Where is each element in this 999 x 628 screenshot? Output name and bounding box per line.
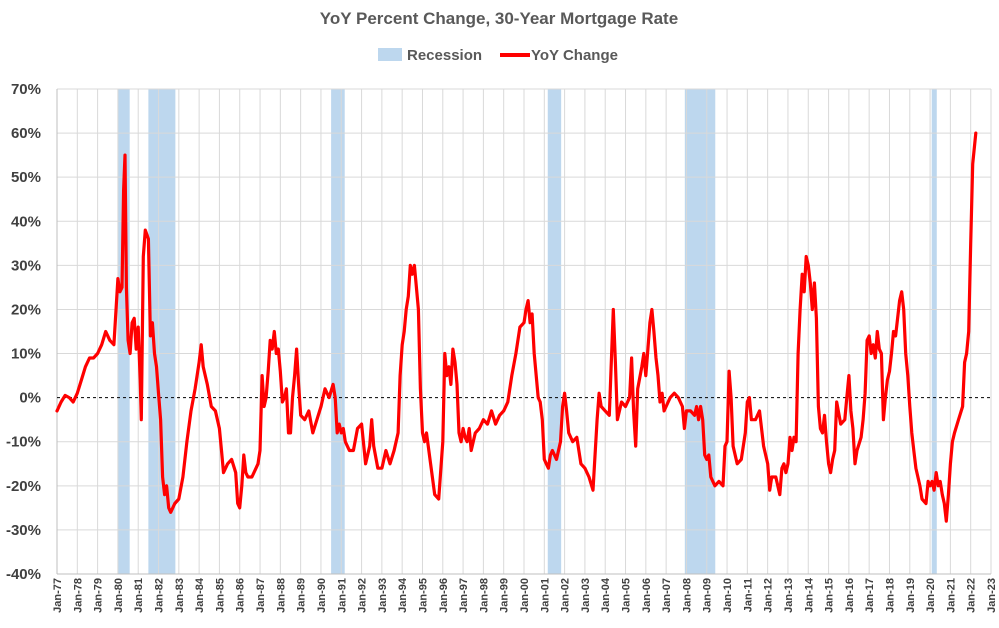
y-tick-label: 50% — [11, 169, 41, 186]
x-tick-label: Jan-23 — [986, 578, 998, 613]
x-tick-label: Jan-88 — [275, 578, 287, 613]
x-tick-label: Jan-07 — [661, 578, 673, 613]
x-tick-label: Jan-96 — [438, 578, 450, 613]
x-tick-label: Jan-83 — [174, 578, 186, 613]
chart-title: YoY Percent Change, 30-Year Mortgage Rat… — [320, 9, 678, 28]
x-tick-label: Jan-85 — [214, 578, 226, 613]
y-tick-label: 20% — [11, 301, 41, 318]
x-tick-label: Jan-84 — [194, 577, 206, 613]
x-tick-label: Jan-08 — [681, 578, 693, 613]
recession-band-0 — [117, 89, 130, 574]
y-tick-label: -40% — [6, 566, 41, 583]
legend-yoy-label: YoY Change — [531, 47, 618, 64]
x-tick-label: Jan-05 — [621, 578, 633, 613]
x-tick-label: Jan-21 — [945, 578, 957, 613]
recession-band-2 — [331, 89, 345, 574]
x-tick-label: Jan-15 — [824, 578, 836, 613]
x-tick-label: Jan-11 — [742, 578, 754, 612]
axes — [56, 89, 991, 575]
x-tick-label: Jan-04 — [600, 577, 612, 613]
x-tick-label: Jan-86 — [235, 578, 247, 613]
recession-band-5 — [931, 89, 937, 574]
y-tick-label: -10% — [6, 434, 41, 451]
legend-recession-swatch — [378, 48, 402, 61]
x-tick-labels: Jan-77 Jan-78 Jan-79 Jan-80 Jan-81 Jan-82 Jan-… — [52, 577, 998, 613]
x-tick-label: Jan-03 — [580, 578, 592, 613]
x-tick-label: Jan-77 — [52, 578, 64, 613]
x-tick-label: Jan-91 — [336, 578, 348, 613]
y-tick-label: 30% — [11, 257, 41, 274]
x-tick-label: Jan-20 — [925, 578, 937, 613]
x-tick-label: Jan-18 — [884, 578, 896, 613]
y-tick-labels: 70% 60% 50% 40% 30% 20% 10% 0% -10% -20% -30% -40% — [6, 81, 41, 583]
x-tick-label: Jan-99 — [499, 578, 511, 613]
x-tick-label: Jan-00 — [519, 578, 531, 613]
recession-band-4 — [684, 89, 716, 574]
x-tick-label: Jan-06 — [641, 578, 653, 613]
x-tick-label: Jan-10 — [722, 578, 734, 613]
x-tick-label: Jan-81 — [133, 578, 145, 613]
y-tick-label: -20% — [6, 478, 41, 495]
x-tick-label: Jan-98 — [478, 578, 490, 613]
x-tick-label: Jan-01 — [539, 578, 551, 613]
x-tick-label: Jan-92 — [357, 578, 369, 613]
x-tick-label: Jan-95 — [417, 578, 429, 613]
y-tick-label: 0% — [19, 390, 41, 407]
x-tick-label: Jan-13 — [783, 578, 795, 613]
y-tick-label: 10% — [11, 346, 41, 363]
x-tick-label: Jan-79 — [93, 578, 105, 613]
x-tick-label: Jan-14 — [803, 577, 815, 613]
x-tick-label: Jan-78 — [72, 578, 84, 613]
y-tick-label: -30% — [6, 522, 41, 539]
legend: Recession YoY Change — [378, 47, 618, 64]
x-tick-label: Jan-82 — [154, 578, 166, 613]
x-tick-label: Jan-89 — [296, 578, 308, 613]
recession-band-3 — [547, 89, 562, 574]
x-tick-label: Jan-16 — [844, 578, 856, 613]
x-tick-label: Jan-02 — [560, 578, 572, 613]
x-tick-label: Jan-12 — [763, 578, 775, 613]
x-tick-label: Jan-80 — [113, 578, 125, 613]
legend-recession-label: Recession — [407, 47, 482, 64]
x-tick-label: Jan-97 — [458, 578, 470, 613]
series-lines — [55, 131, 978, 523]
y-tick-label: 70% — [11, 81, 41, 98]
y-tick-label: 60% — [11, 125, 41, 142]
x-tick-label: Jan-09 — [702, 578, 714, 613]
x-tick-label: Jan-93 — [377, 578, 389, 613]
y-tick-label: 40% — [11, 213, 41, 230]
gridlines — [56, 88, 992, 575]
x-tick-label: Jan-17 — [864, 578, 876, 613]
x-tick-label: Jan-94 — [397, 577, 409, 613]
x-tick-label: Jan-90 — [316, 578, 328, 613]
x-tick-label: Jan-19 — [905, 578, 917, 613]
series-line-yoy-change — [55, 131, 978, 523]
x-tick-label: Jan-87 — [255, 578, 267, 613]
x-tick-label: Jan-22 — [966, 578, 978, 613]
